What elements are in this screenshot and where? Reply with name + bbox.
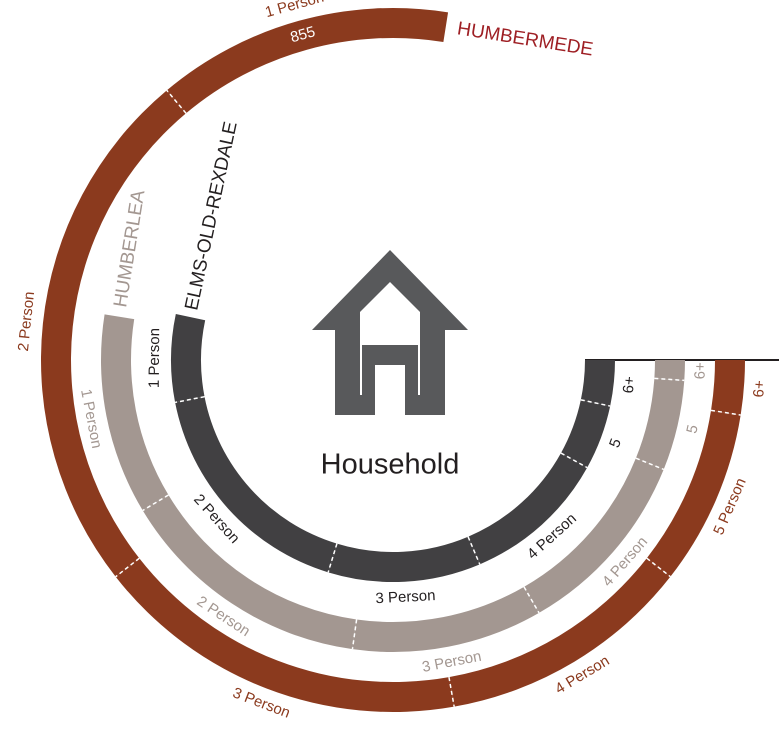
segment-label: 1 Person: [77, 388, 105, 450]
segment-label: 6+: [691, 362, 709, 380]
segment-label: 2 Person: [15, 291, 38, 352]
segment-divider: [523, 586, 540, 614]
ring-segment: [468, 453, 588, 565]
ring-segment: [711, 360, 745, 416]
ring-segment: [175, 396, 337, 573]
segment-divider: [115, 557, 140, 578]
segment-label: 3 Person: [421, 648, 483, 676]
segment-label: 5: [606, 436, 625, 450]
ring-segment: [115, 558, 455, 712]
house-icon: [312, 250, 468, 415]
segment-divider: [351, 619, 358, 650]
ring-segment: [560, 399, 611, 468]
segment-divider: [166, 89, 187, 114]
ring-segment: [352, 586, 540, 652]
ring-segment: [646, 410, 741, 577]
segment-divider: [580, 399, 611, 407]
segment-divider: [327, 543, 338, 573]
ring-segment: [654, 360, 685, 381]
segment-label: 5: [683, 423, 701, 435]
segment-divider: [710, 409, 741, 416]
ring-segment: [171, 313, 206, 403]
ring-segment: [328, 536, 480, 583]
segment-divider: [467, 536, 481, 565]
ring-segment: [524, 458, 664, 613]
segment-divider: [654, 377, 685, 382]
ring-segment: [101, 314, 169, 511]
center-label: Household: [321, 449, 460, 481]
ring-segment: [166, 7, 449, 114]
ring-segment: [635, 378, 685, 470]
ring-name: ELMS-OLD-REXDALE: [181, 120, 241, 312]
ring-segment: [580, 360, 615, 407]
ring-segment: [448, 558, 671, 707]
segment-label: 3 Person: [375, 587, 436, 607]
ring-name: HUMBERLEA: [110, 188, 149, 308]
segment-label: 6+: [750, 379, 768, 398]
segment-divider: [635, 457, 665, 471]
segment-label: 1 Person: [146, 328, 163, 388]
ring-segment: [40, 90, 187, 577]
segment-divider: [560, 452, 588, 469]
segment-divider: [142, 494, 169, 512]
segment-divider: [448, 676, 455, 707]
segment-divider: [174, 395, 205, 404]
ring-name: HUMBERMEDE: [456, 18, 595, 60]
segment-label: 6+: [620, 375, 639, 394]
value-label: 855: [288, 23, 317, 46]
ring-segment: [142, 495, 357, 650]
segment-divider: [646, 557, 671, 578]
